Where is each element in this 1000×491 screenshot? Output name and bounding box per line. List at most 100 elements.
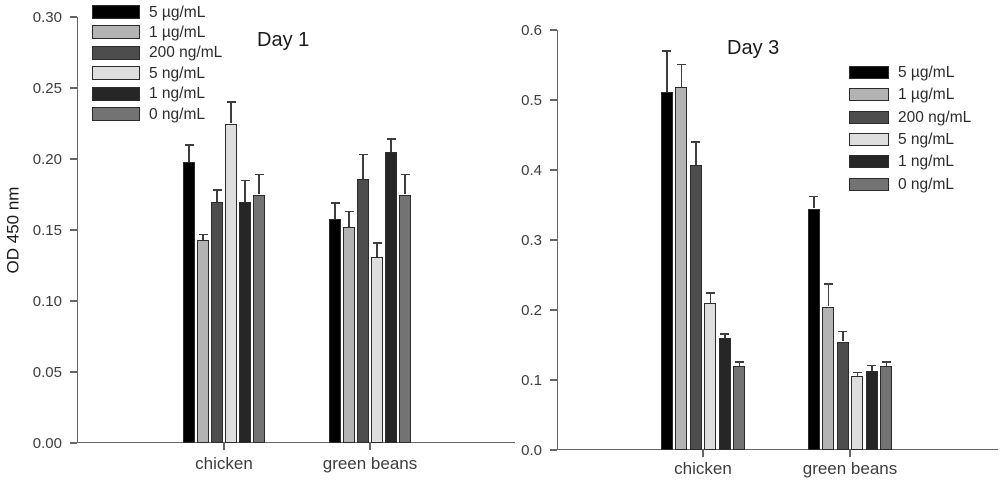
- error-bar-cap: [254, 173, 264, 176]
- y-axis-line: [556, 30, 558, 450]
- legend-swatch: [92, 66, 140, 81]
- legend-label: 1 µg/mL: [898, 86, 955, 104]
- error-bar-cap: [720, 333, 730, 335]
- error-bar-stem: [258, 174, 260, 195]
- legend-label: 1 µg/mL: [149, 23, 206, 41]
- error-bar-cap: [705, 292, 715, 294]
- error-bar-cap: [240, 179, 250, 182]
- legend-label: 5 µg/mL: [898, 64, 955, 81]
- error-bar-cap: [881, 361, 891, 363]
- error-bar-cap: [226, 101, 236, 103]
- y-axis-line: [76, 17, 78, 443]
- y-tick-label: 0.20: [32, 150, 62, 168]
- y-tick: [549, 169, 557, 171]
- error-bar-cap: [691, 141, 701, 143]
- error-bar-stem: [230, 102, 232, 124]
- error-bar-stem: [827, 284, 829, 307]
- legend-label: 0 ng/mL: [149, 105, 206, 123]
- y-tick: [549, 379, 557, 381]
- bar: [733, 366, 746, 450]
- y-tick-label: 0.15: [32, 221, 62, 239]
- legend-swatch: [849, 132, 889, 146]
- category-label: green beans: [322, 454, 418, 473]
- error-bar-stem: [709, 293, 711, 303]
- bar: [371, 256, 383, 443]
- error-bar-cap: [662, 50, 672, 52]
- bar: [660, 91, 673, 450]
- error-bar-stem: [813, 196, 815, 209]
- legend-label: 5 µg/mL: [149, 3, 206, 21]
- bar: [399, 194, 411, 443]
- y-tick: [69, 442, 77, 444]
- error-bar-stem: [871, 365, 873, 371]
- error-bar-cap: [867, 364, 877, 367]
- error-bar-stem: [390, 139, 392, 152]
- error-bar-cap: [852, 371, 862, 374]
- y-tick: [549, 309, 557, 311]
- y-tick: [549, 449, 557, 451]
- error-bar-stem: [404, 174, 406, 195]
- y-tick-label: 0.00: [32, 434, 62, 452]
- y-tick: [549, 239, 557, 241]
- legend-swatch: [92, 5, 140, 19]
- bar: [689, 165, 702, 450]
- y-tick-label: 0.1: [521, 371, 542, 389]
- bar: [343, 227, 355, 443]
- y-tick: [69, 158, 77, 160]
- y-tick-label: 0.5: [521, 91, 542, 109]
- legend-swatch: [849, 88, 889, 102]
- y-tick-label: 0.3: [521, 231, 542, 249]
- y-tick: [69, 229, 77, 231]
- bar: [822, 306, 835, 450]
- x-axis-line: [78, 441, 515, 443]
- bar: [239, 201, 251, 443]
- error-bar-stem: [188, 144, 190, 162]
- y-tick: [69, 87, 77, 89]
- bar: [197, 239, 209, 443]
- x-tick: [369, 443, 371, 450]
- y-tick-label: 0.25: [32, 79, 62, 97]
- error-bar-cap: [330, 202, 340, 204]
- legend-swatch: [849, 66, 889, 79]
- y-tick: [69, 16, 77, 18]
- error-bar-cap: [676, 63, 686, 66]
- y-tick: [549, 99, 557, 101]
- y-tick-label: 0.2: [521, 301, 542, 319]
- error-bar-stem: [244, 180, 246, 202]
- legend-swatch: [92, 45, 140, 60]
- bar: [880, 366, 893, 450]
- y-tick-label: 0.0: [521, 441, 542, 459]
- error-bar-cap: [184, 144, 194, 146]
- legend-swatch: [849, 155, 889, 169]
- bar: [225, 123, 237, 443]
- error-bar-cap: [823, 283, 833, 285]
- y-tick: [549, 29, 557, 31]
- error-bar-cap: [198, 233, 208, 235]
- error-bar-cap: [386, 138, 396, 140]
- bar: [718, 338, 731, 450]
- bar: [357, 178, 369, 443]
- error-bar-cap: [838, 330, 848, 333]
- error-bar-stem: [885, 361, 887, 366]
- error-bar-stem: [348, 211, 350, 228]
- error-bar-cap: [344, 210, 354, 213]
- x-tick: [702, 450, 704, 457]
- error-bar-stem: [738, 361, 740, 366]
- legend-swatch: [92, 86, 140, 101]
- category-label: chicken: [674, 459, 732, 478]
- error-bar-cap: [734, 361, 744, 363]
- error-bar-stem: [376, 242, 378, 257]
- bar: [807, 208, 820, 450]
- error-bar-cap: [212, 189, 222, 191]
- y-tick-label: 0.30: [32, 8, 62, 26]
- bar: [851, 375, 864, 450]
- error-bar-stem: [202, 234, 204, 240]
- legend-label: 1 ng/mL: [149, 85, 206, 103]
- legend-label: 5 ng/mL: [898, 130, 955, 148]
- bar: [329, 218, 341, 443]
- bar: [253, 194, 265, 443]
- error-bar-cap: [809, 195, 819, 198]
- chart-title-day1: Day 1: [257, 29, 310, 51]
- bar: [675, 87, 688, 450]
